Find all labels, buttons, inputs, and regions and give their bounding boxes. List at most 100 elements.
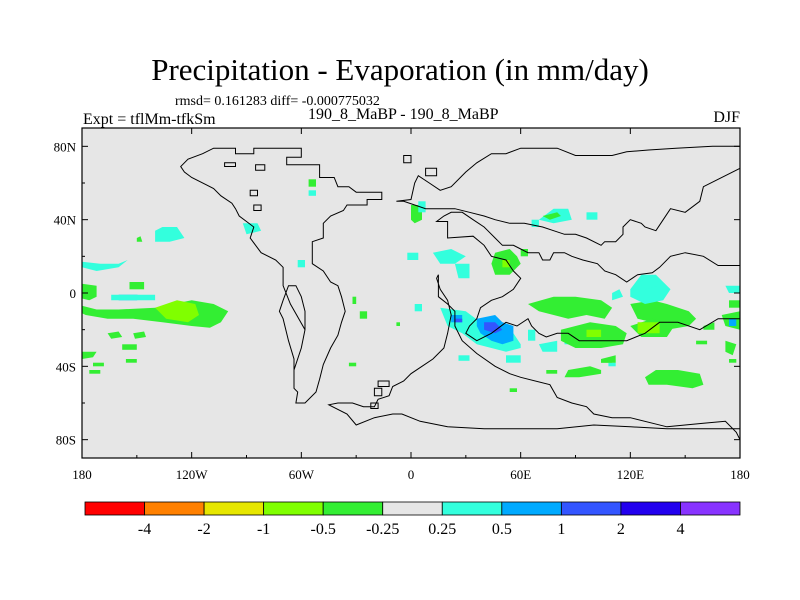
contour-region-52: [348, 362, 357, 367]
colorbar-swatch-4: [322, 501, 384, 516]
contour-region-64: [729, 359, 737, 363]
colorbar-swatch-2: [203, 501, 265, 516]
colorbar-label-1: -2: [197, 521, 210, 538]
contour-region-58: [407, 252, 419, 260]
colorbar-swatch-10: [680, 501, 741, 516]
colorbar-label-9: 4: [676, 521, 684, 538]
x-tick-label-0: 180: [72, 467, 92, 482]
contour-region-27: [586, 212, 598, 220]
contour-region-31: [484, 322, 503, 334]
contour-region-41: [637, 278, 660, 290]
contour-region-33: [454, 318, 463, 323]
colorbar-label-0: -4: [138, 521, 151, 538]
contour-region-9: [122, 344, 137, 350]
contour-region-26: [542, 212, 561, 220]
y-tick-label-1: 40N: [54, 213, 77, 228]
contour-region-21: [454, 263, 470, 279]
colorbar-label-7: 1: [557, 521, 565, 538]
contour-region-3: [155, 300, 199, 323]
contour-region-51: [703, 322, 715, 330]
y-tick-label-0: 80N: [54, 139, 77, 154]
contour-region-47: [725, 285, 740, 293]
contour-region-22: [432, 249, 466, 264]
island-outline-0: [224, 162, 236, 167]
contour-region-17: [308, 179, 316, 187]
island-outline-4: [403, 155, 412, 164]
contour-region-59: [645, 370, 704, 389]
contour-region-54: [359, 311, 368, 319]
stats-text: rmsd= 0.161283 diff= -0.000775032: [175, 94, 380, 109]
colorbar-swatch-5: [382, 501, 443, 516]
season-label: DJF: [713, 109, 740, 126]
x-tick-label-4: 60E: [510, 467, 531, 482]
island-outline-5: [425, 167, 438, 177]
contour-region-68: [89, 370, 101, 374]
contour-region-5: [111, 294, 156, 301]
island-outline-8: [377, 380, 390, 387]
island-outline-2: [249, 189, 258, 197]
contour-region-20: [418, 201, 426, 213]
colorbar-swatch-0: [84, 501, 145, 516]
contour-region-57: [520, 249, 528, 257]
colorbar-swatch-8: [560, 501, 622, 516]
colorbar-label-8: 2: [617, 521, 625, 538]
contour-region-11: [93, 362, 104, 367]
contour-region-56: [414, 304, 422, 312]
contour-region-15: [242, 223, 262, 235]
coastline-2: [435, 211, 740, 342]
contour-region-16: [297, 260, 305, 268]
contour-region-48: [729, 300, 740, 308]
colorbar-label-6: 0.5: [492, 521, 512, 538]
contour-region-67: [612, 289, 623, 301]
colorbar-swatch-1: [144, 501, 205, 516]
contour-region-49: [729, 318, 737, 326]
contour-region-34: [506, 355, 521, 363]
contour-region-35: [458, 355, 470, 361]
x-tick-label-5: 120E: [617, 467, 645, 482]
colorbar-label-5: 0.25: [428, 521, 456, 538]
x-tick-label-1: 120W: [176, 467, 209, 482]
colorbar-label-3: -0.5: [311, 521, 336, 538]
colorbar-swatch-3: [263, 501, 324, 516]
y-tick-label-2: 0: [70, 286, 77, 301]
contour-region-6: [107, 331, 123, 339]
case-label: 190_8_MaBP - 190_8_MaBP: [308, 106, 499, 123]
contour-region-0: [82, 260, 128, 271]
contour-region-61: [564, 366, 602, 378]
contour-region-43: [586, 329, 602, 337]
contour-region-45: [637, 322, 660, 334]
contour-region-70: [538, 340, 558, 352]
contour-region-66: [601, 359, 613, 363]
coastline-3: [396, 145, 740, 246]
contour-region-13: [136, 236, 143, 242]
contour-region-18: [308, 190, 316, 196]
contour-region-10: [125, 359, 137, 363]
experiment-label: Expt = tflMm-tfkSm: [83, 111, 216, 128]
x-tick-label-3: 0: [408, 467, 415, 482]
island-outline-3: [253, 204, 262, 211]
y-tick-label-3: 40S: [56, 359, 76, 374]
x-tick-label-6: 180: [730, 467, 750, 482]
contour-region-37: [608, 362, 616, 367]
contour-region-69: [528, 329, 536, 341]
coastline-0: [180, 147, 383, 404]
island-outline-7: [370, 402, 379, 409]
contour-region-7: [133, 331, 146, 339]
contour-region-14: [155, 227, 185, 242]
contour-region-38: [528, 296, 613, 319]
contour-region-8: [129, 282, 145, 290]
contour-region-53: [352, 296, 357, 304]
contour-region-55: [396, 322, 400, 326]
contour-region-63: [725, 340, 737, 356]
colorbar-swatch-9: [620, 501, 681, 516]
contour-region-62: [546, 370, 558, 374]
colorbar-label-4: -0.25: [366, 521, 399, 538]
contour-region-65: [509, 388, 517, 392]
contour-region-50: [696, 340, 708, 345]
island-outline-6: [373, 387, 383, 397]
coastline-1: [327, 274, 740, 440]
contour-region-39: [630, 300, 697, 330]
y-tick-label-4: 80S: [56, 433, 76, 448]
colorbar-swatch-6: [441, 501, 503, 516]
